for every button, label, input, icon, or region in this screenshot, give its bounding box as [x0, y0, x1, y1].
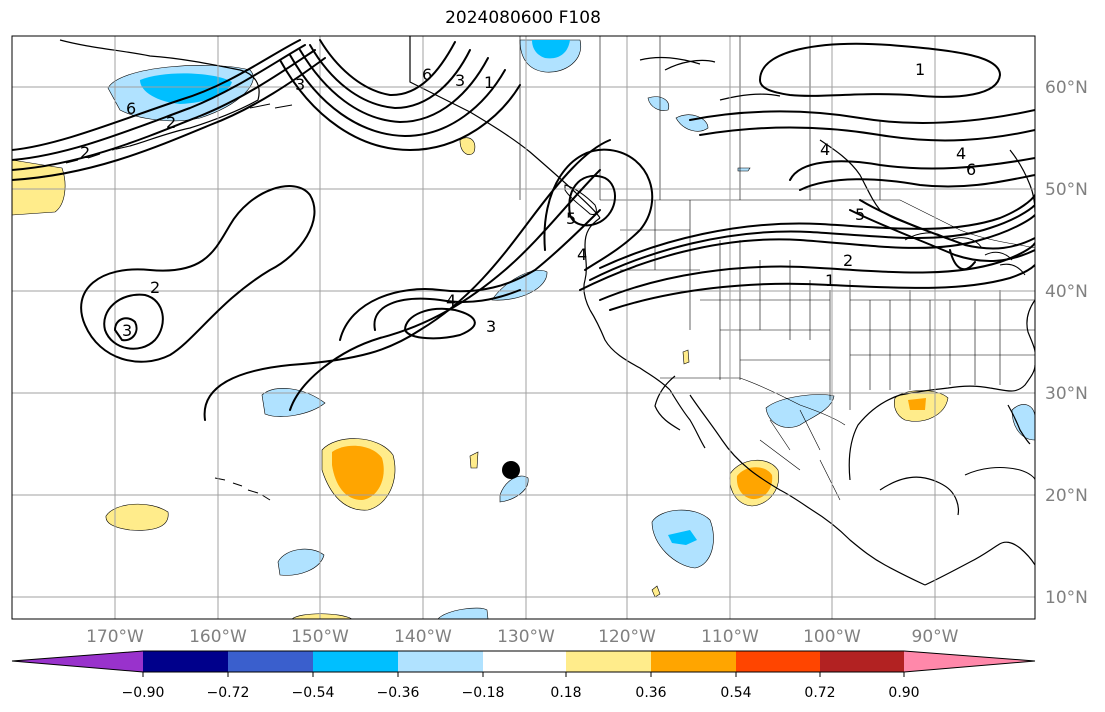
contour-label: 3: [486, 317, 496, 336]
storm-position-marker: [502, 461, 520, 479]
lat-axis-labels: 60°N 50°N 40°N 30°N 20°N 10°N: [1045, 78, 1088, 608]
colorbar-extend-low: [12, 651, 143, 672]
colorbar-segment: [820, 651, 904, 672]
contour-label: 4: [956, 144, 966, 163]
contour-label: 5: [566, 209, 576, 228]
shade-west-gold: [12, 160, 65, 215]
colorbar-tick-label: 0.54: [720, 685, 751, 701]
colorbar-segment: [566, 651, 651, 672]
contour-label: 4: [577, 245, 587, 264]
shade-gulf-orange: [908, 398, 926, 410]
colorbar-tick-label: −0.54: [292, 685, 335, 701]
lon-label: 130°W: [497, 627, 555, 647]
contour-label: 3: [295, 75, 305, 94]
lat-label: 50°N: [1045, 180, 1088, 200]
colorbar-segment: [143, 651, 228, 672]
colorbar-tick-label: −0.90: [122, 685, 165, 701]
colorbar-segment: [736, 651, 820, 672]
contour-label: 2: [166, 113, 176, 132]
contour-label: 3: [455, 71, 465, 90]
contour-label: 5: [855, 205, 865, 224]
contour-label: 1: [825, 271, 835, 290]
lon-label: 120°W: [598, 627, 656, 647]
contour-label: 1: [484, 73, 494, 92]
colorbar-tick-label: −0.18: [462, 685, 505, 701]
lon-label: 100°W: [803, 627, 861, 647]
lon-label: 160°W: [189, 627, 247, 647]
lat-label: 20°N: [1045, 486, 1088, 506]
contour-label: 2: [843, 251, 853, 270]
contour-label: 1: [915, 60, 925, 79]
colorbar-segment: [313, 651, 398, 672]
colorbar-tick-label: 0.90: [888, 685, 919, 701]
lat-label: 60°N: [1045, 78, 1088, 98]
colorbar-tick-label: 0.36: [635, 685, 666, 701]
colorbar: −0.90 −0.72 −0.54 −0.36 −0.18 0.18 0.36 …: [12, 651, 1035, 701]
colorbar-segment: [228, 651, 313, 672]
lat-label: 10°N: [1045, 588, 1088, 608]
shade-tiny-gold-4: [683, 350, 689, 364]
lon-label: 90°W: [912, 627, 959, 647]
colorbar-segment: [398, 651, 483, 672]
contour-label: 2: [80, 143, 90, 162]
contour-label: 6: [422, 65, 432, 84]
contour-label: 2: [150, 278, 160, 297]
contour-label: 6: [126, 99, 136, 118]
lon-label: 150°W: [291, 627, 349, 647]
colorbar-segment: [483, 651, 566, 672]
contour-label: 4: [446, 291, 456, 310]
contour-label: 6: [966, 160, 976, 179]
contour-label: 3: [122, 321, 132, 340]
colorbar-segment: [651, 651, 736, 672]
colorbar-tick-label: −0.36: [377, 685, 420, 701]
lat-label: 30°N: [1045, 384, 1088, 404]
lon-label: 140°W: [394, 627, 452, 647]
lon-label: 170°W: [86, 627, 144, 647]
contour-label: 4: [820, 140, 830, 159]
lat-label: 40°N: [1045, 282, 1088, 302]
lon-axis-labels: 170°W 160°W 150°W 140°W 130°W 120°W 110°…: [86, 627, 959, 647]
colorbar-ticks: [143, 672, 904, 677]
colorbar-tick-label: 0.18: [550, 685, 581, 701]
colorbar-tick-label: 0.72: [804, 685, 835, 701]
colorbar-tick-label: −0.72: [207, 685, 250, 701]
colorbar-extend-high: [904, 651, 1035, 672]
lon-label: 110°W: [701, 627, 759, 647]
map-panel: 2 3 4 6 2 3 1 1 2 4 6 5 2 1 3 4 6 3 5 4: [12, 36, 1035, 619]
